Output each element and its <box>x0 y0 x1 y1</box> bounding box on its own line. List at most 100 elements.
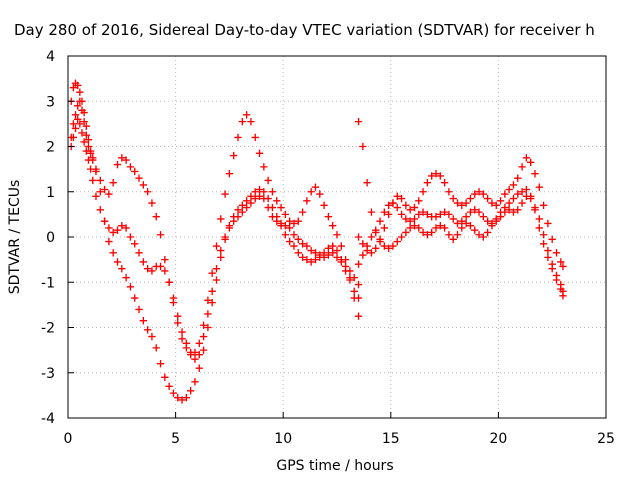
data-point <box>285 237 294 246</box>
data-point <box>242 197 251 205</box>
data-point <box>501 190 509 198</box>
data-point <box>199 321 208 329</box>
data-point <box>367 233 376 241</box>
grid-layer <box>68 56 606 418</box>
data-point <box>479 190 488 198</box>
data-point <box>350 294 358 302</box>
data-point <box>186 350 195 359</box>
data-point <box>148 199 156 207</box>
y-tick-label: -4 <box>41 411 55 427</box>
data-point <box>522 154 531 162</box>
data-point <box>260 163 268 171</box>
data-point <box>458 201 466 209</box>
y-tick-label: -3 <box>41 366 55 382</box>
data-point <box>303 255 311 264</box>
data-point <box>535 183 543 191</box>
data-point <box>436 172 444 180</box>
data-point <box>238 208 246 216</box>
data-point <box>423 210 432 219</box>
data-point <box>415 210 423 219</box>
data-point <box>466 194 475 203</box>
data-point <box>238 117 246 126</box>
data-point <box>225 222 234 230</box>
data-point <box>273 212 281 221</box>
data-point <box>384 210 393 219</box>
data-point <box>557 258 565 266</box>
data-point <box>384 201 393 209</box>
series-track-3 <box>67 97 363 359</box>
data-point <box>354 260 363 268</box>
data-point <box>118 265 126 273</box>
data-point <box>234 206 242 214</box>
data-point <box>440 179 449 187</box>
plot-frame <box>67 55 607 419</box>
data-point <box>479 233 488 241</box>
data-point <box>100 217 109 225</box>
data-point <box>505 185 513 194</box>
data-point <box>247 117 255 126</box>
data-point <box>544 246 552 255</box>
data-point <box>191 355 199 363</box>
x-axis-label: GPS time / hours <box>276 458 393 474</box>
data-point <box>324 244 333 252</box>
data-point <box>96 206 104 214</box>
x-tick-label: 20 <box>489 431 507 447</box>
data-point <box>436 222 444 230</box>
data-point <box>298 253 307 262</box>
data-point <box>316 253 324 262</box>
series-track-2 <box>67 79 363 404</box>
data-point <box>122 274 130 282</box>
data-point <box>80 117 88 126</box>
data-point <box>238 201 246 209</box>
data-point <box>380 242 389 250</box>
data-point <box>449 215 457 223</box>
data-point <box>389 199 397 207</box>
data-point <box>212 242 221 250</box>
data-point <box>92 192 100 200</box>
data-point <box>82 131 90 139</box>
data-point <box>143 188 152 196</box>
data-point <box>483 217 492 225</box>
data-point <box>76 88 84 96</box>
data-point <box>531 169 539 178</box>
data-point <box>174 393 182 402</box>
data-point <box>113 226 122 234</box>
data-point <box>359 251 367 259</box>
data-point <box>186 387 195 395</box>
data-point <box>268 203 277 212</box>
data-point <box>204 310 212 318</box>
data-point <box>199 346 208 354</box>
data-point <box>337 242 345 250</box>
data-point <box>234 133 242 142</box>
x-tick-label: 15 <box>382 431 400 447</box>
data-point <box>143 326 152 334</box>
data-point <box>320 249 328 257</box>
data-point <box>165 278 173 286</box>
data-point <box>109 249 117 257</box>
data-point <box>483 194 492 203</box>
y-tick-label: 2 <box>46 140 55 156</box>
data-point <box>539 201 548 209</box>
data-point <box>230 212 238 221</box>
data-point <box>113 258 122 266</box>
data-point <box>406 206 414 214</box>
data-point <box>165 382 173 390</box>
data-point <box>74 102 82 110</box>
data-point <box>191 378 199 386</box>
data-point <box>78 129 86 137</box>
data-point <box>247 199 255 207</box>
data-point <box>518 199 526 207</box>
data-point <box>423 231 432 239</box>
data-point <box>359 240 367 248</box>
data-point <box>475 208 483 216</box>
data-point <box>251 133 259 142</box>
data-point <box>169 298 178 307</box>
data-point <box>178 335 186 343</box>
data-point <box>169 389 178 397</box>
chart-title: Day 280 of 2016, Sidereal Day-to-day VTE… <box>14 21 595 39</box>
data-point <box>152 344 160 352</box>
data-point <box>354 312 363 320</box>
data-point <box>329 242 337 250</box>
